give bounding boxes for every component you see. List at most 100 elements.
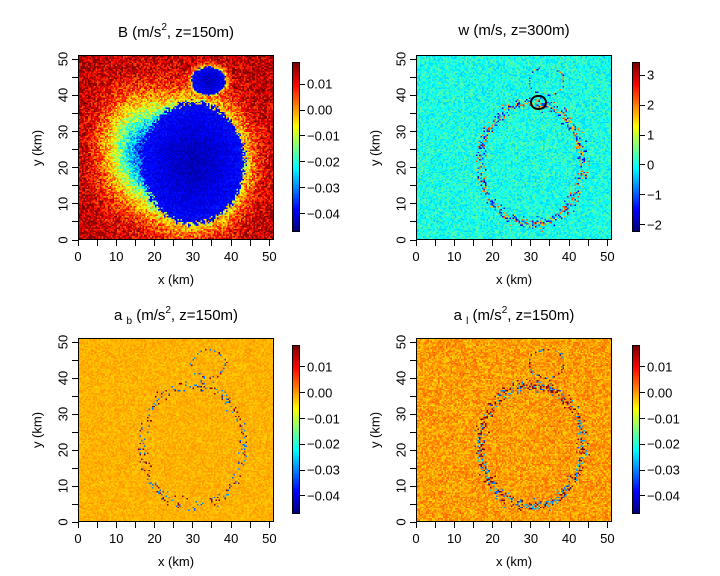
heatmap-plot (78, 338, 274, 522)
panel-title: B (m/s2, z=150m) (118, 22, 234, 41)
y-axis-label: y (km) (367, 411, 383, 449)
y-tick-label: 10 (393, 478, 409, 494)
y-tick-label: 40 (55, 88, 71, 103)
colorbar-tick (640, 104, 645, 106)
y-tick (410, 359, 416, 361)
x-tick-label: 0 (412, 531, 420, 546)
y-tick (410, 503, 416, 505)
x-tick (249, 522, 251, 528)
colorbar-tick-label: 0.00 (647, 385, 673, 401)
title-end: , z=150m) (170, 307, 239, 324)
y-tick (410, 395, 416, 397)
colorbar-tick-label: −0.04 (307, 488, 340, 504)
x-tick (472, 522, 474, 528)
colorbar-tick (640, 469, 645, 471)
colorbar-tick-label: 0.01 (647, 359, 673, 375)
colorbar-tick (300, 109, 305, 111)
x-tick (568, 522, 570, 528)
y-tick (410, 449, 416, 451)
y-tick (410, 131, 416, 133)
colorbar-tick-label: −0.01 (307, 128, 340, 144)
x-tick (154, 522, 156, 528)
y-tick (72, 76, 78, 78)
x-tick-label: 40 (561, 249, 577, 264)
y-tick (410, 94, 416, 96)
y-tick (72, 359, 78, 361)
colorbar-tick (640, 418, 645, 420)
colorbar-tick-label: −1 (647, 187, 662, 203)
y-axis-label: y (km) (367, 129, 383, 166)
colorbar-tick-label: 0 (647, 157, 655, 173)
colorbar-tick-label: −0.02 (307, 154, 340, 170)
y-tick (72, 131, 78, 133)
colorbar-tick-label: −0.03 (307, 462, 340, 478)
y-tick (72, 149, 78, 151)
x-tick (268, 240, 270, 246)
annotation-circle (530, 95, 547, 111)
y-tick (410, 377, 416, 379)
x-tick-label: 10 (109, 249, 124, 264)
x-tick (511, 522, 513, 528)
colorbar-tick-label: −0.01 (307, 411, 340, 427)
y-tick-label: 10 (393, 196, 409, 212)
title-units: (m/s (132, 24, 162, 41)
panel-title: w (m/s, z=300m) (458, 22, 569, 39)
colorbar-tick (300, 187, 305, 189)
x-tick (415, 522, 417, 528)
colorbar-tick (640, 224, 645, 226)
x-tick-label: 10 (447, 531, 462, 546)
x-tick (154, 240, 156, 246)
y-tick (410, 149, 416, 151)
title-end: , z=150m) (507, 307, 575, 324)
y-tick (72, 341, 78, 343)
x-tick-label: 20 (485, 531, 500, 546)
y-tick (72, 167, 78, 169)
y-tick (72, 185, 78, 187)
colorbar-tick (640, 194, 645, 196)
y-tick-label: 40 (393, 371, 409, 386)
x-tick-label: 30 (523, 249, 539, 264)
heatmap-canvas (79, 56, 273, 239)
title-superscript: 2 (165, 305, 171, 316)
x-tick-label: 30 (523, 531, 539, 546)
colorbar-tick (640, 74, 645, 76)
y-tick (410, 203, 416, 205)
x-tick (115, 240, 117, 246)
y-tick-label: 50 (393, 335, 409, 350)
title-end: z=300m) (506, 22, 570, 39)
title-superscript: 2 (501, 305, 508, 316)
y-tick-label: 20 (393, 160, 409, 175)
colorbar-tick (640, 443, 645, 445)
x-tick (173, 240, 175, 246)
y-tick-label: 0 (55, 236, 71, 244)
y-tick-label: 20 (393, 442, 409, 458)
x-axis-label: x (km) (495, 272, 533, 287)
heatmap-canvas (417, 339, 611, 521)
y-tick-label: 30 (55, 124, 71, 139)
x-tick-label: 40 (223, 249, 239, 264)
y-tick (72, 113, 78, 115)
title-main: w (458, 22, 470, 39)
y-tick-label: 20 (55, 442, 71, 458)
x-tick-label: 50 (600, 249, 615, 264)
title-subscript: l (466, 316, 469, 327)
y-tick-label: 0 (393, 518, 409, 526)
colorbar-tick (300, 469, 305, 471)
y-axis-label: y (km) (29, 411, 45, 449)
x-tick (434, 522, 436, 528)
x-tick (453, 240, 455, 246)
heatmap-canvas (79, 339, 273, 521)
colorbar-tick (640, 495, 645, 497)
x-tick (249, 240, 251, 246)
y-tick (410, 185, 416, 187)
y-tick-label: 50 (55, 52, 71, 67)
x-tick (434, 240, 436, 246)
colorbar-tick-label: −0.02 (307, 436, 340, 452)
colorbar-tick (300, 161, 305, 163)
heatmap-plot (416, 338, 612, 522)
x-tick-label: 30 (185, 531, 201, 546)
colorbar-tick (640, 134, 645, 136)
y-tick (72, 58, 78, 60)
colorbar-tick-label: 0.01 (307, 76, 333, 92)
title-main: B (117, 24, 128, 41)
